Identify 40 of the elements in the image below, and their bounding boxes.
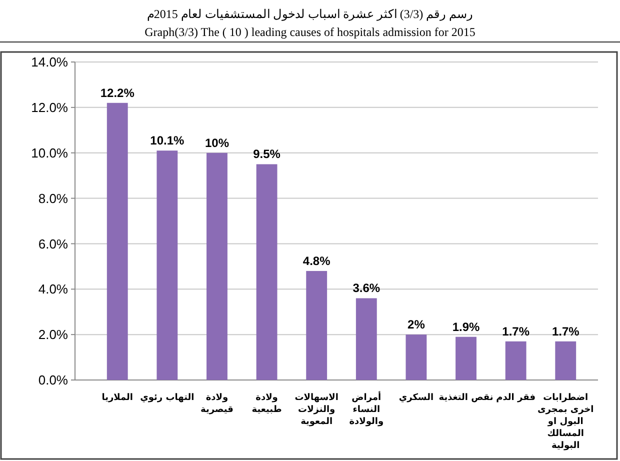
y-tick-label: 4.0%: [38, 282, 68, 297]
x-tick-label: اضطرابات اخرى بمجرى البول او المسالك البولية: [537, 393, 594, 451]
x-tick-label: الملاريا: [102, 393, 134, 403]
x-tick-label: أمراض النساء والولادة: [349, 391, 384, 427]
x-tick-label: ولادة قيصرية: [200, 393, 234, 415]
chart-title: رسم رقم (3/3) اكثر عشرة اسباب لدخول المستشفيات لعام 2015م: [146, 7, 474, 21]
data-label: 1.7%: [552, 324, 580, 338]
x-tick-label: الاسهالات والنزلات المعوية: [294, 393, 338, 427]
data-label: 4.8%: [302, 254, 331, 268]
data-label: 10.1%: [150, 134, 185, 148]
data-label: 1.9%: [452, 320, 480, 334]
data-label: 10%: [204, 136, 230, 150]
bar: [306, 270, 328, 380]
bar: [256, 164, 278, 380]
bar: [406, 334, 427, 380]
x-tick-label: التهاب رئوي: [140, 393, 194, 403]
y-tick-label: 2.0%: [38, 327, 68, 342]
bar: [156, 150, 178, 380]
bar: [356, 298, 377, 380]
x-tick-label: فقر الدم: [496, 393, 536, 403]
y-tick-label: 14.0%: [31, 54, 68, 70]
data-label: 12.2%: [100, 86, 135, 100]
data-label: 2%: [408, 318, 426, 332]
y-tick-label: 0.0%: [38, 372, 68, 388]
bar: [505, 341, 526, 380]
x-tick-label: السكري: [398, 393, 434, 403]
bar: [106, 102, 128, 380]
data-label: 9.5%: [253, 147, 281, 162]
bar: [555, 341, 576, 380]
x-tick-label: ولادة طبيعية: [252, 393, 282, 415]
bar: [206, 152, 228, 380]
data-label: 3.6%: [352, 281, 380, 296]
y-tick-label: 6.0%: [38, 236, 68, 252]
data-label: 1.7%: [502, 324, 530, 338]
bar: [456, 336, 476, 380]
y-tick-label: 12.0%: [31, 100, 68, 115]
y-tick-label: 8.0%: [38, 190, 68, 206]
y-tick-label: 10.0%: [31, 145, 68, 160]
x-tick-label: نقص التغذية: [438, 393, 494, 403]
chart-subtitle: Graph(3/3) The ( 10 ) leading causes of hospitals admission for 2015: [144, 25, 476, 39]
